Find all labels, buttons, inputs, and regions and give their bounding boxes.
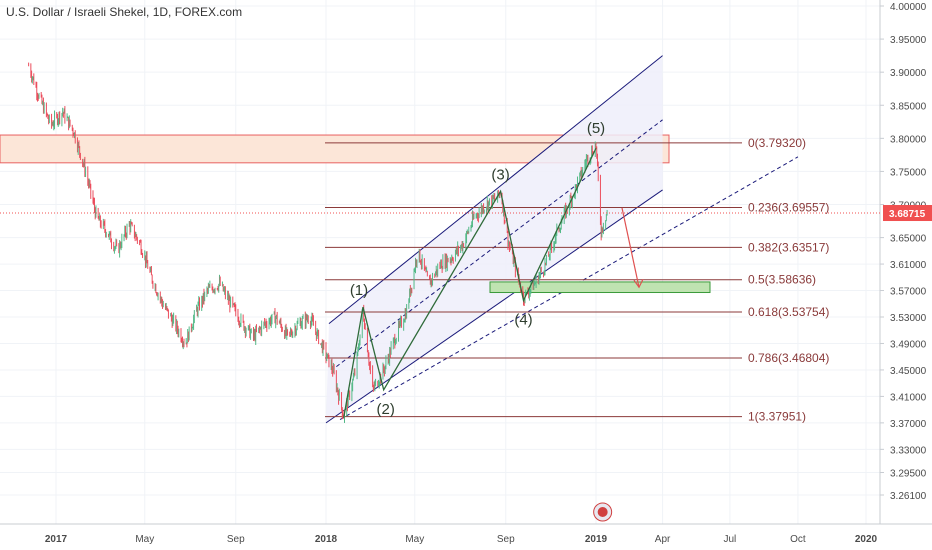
y-tick-label: 3.90000 [890,68,927,79]
y-tick-label: 3.80000 [890,134,927,145]
y-tick-label: 3.37000 [890,419,927,430]
x-tick-label: Jul [723,534,736,545]
y-tick-label: 4.00000 [890,2,927,13]
projection-arrow [621,207,640,288]
y-tick-label: 3.45000 [890,366,927,377]
fib-level-label: 0.5(3.58636) [748,273,816,287]
channel-fill [326,55,663,423]
x-tick-label: Oct [790,534,806,545]
y-tick-label: 3.57000 [890,287,927,298]
current-price-tag [883,205,932,222]
y-tick-label: 3.61000 [890,260,927,271]
x-tick-label: 2017 [45,534,68,545]
y-tick-label: 3.29500 [890,469,927,480]
y-tick-label: 3.85000 [890,101,927,112]
x-tick-label: May [135,534,154,545]
current-price-label: 3.68715 [889,209,926,220]
y-tick-label: 3.95000 [890,35,927,46]
wave-label: (4) [514,311,532,328]
y-tick-label: 3.65000 [890,234,927,245]
fib-level-label: 0.382(3.63517) [748,240,829,254]
elliott-wave-path [343,147,597,418]
x-tick-label: Sep [497,534,515,545]
channel-mid-dashed [336,119,663,368]
y-tick-label: 3.41000 [890,392,927,403]
x-tick-label: May [405,534,424,545]
y-tick-label: 3.75000 [890,167,927,178]
x-tick-label: 2019 [585,534,608,545]
y-tick-label: 3.49000 [890,339,927,350]
y-tick-label: 3.53000 [890,313,927,324]
channel-upper-line [328,55,663,325]
x-tick-label: Sep [227,534,245,545]
wave-label: (3) [491,166,509,183]
flag-icon [597,507,608,517]
wave-label: (5) [587,120,605,137]
wave-label: (2) [377,401,395,418]
channel-projection-dashed [339,156,799,420]
x-tick-label: 2020 [855,534,878,545]
fib-level-label: 1(3.37951) [748,410,806,424]
target-zone [489,281,711,294]
fib-level-label: 0(3.79320) [748,136,806,150]
x-tick-label: 2018 [315,534,338,545]
projection-arrowhead [633,278,644,289]
y-tick-label: 3.33000 [890,445,927,456]
chart-title: U.S. Dollar / Israeli Shekel, 1D, FOREX.… [6,5,243,19]
y-tick-label: 3.26100 [890,491,927,502]
fib-level-label: 0.786(3.46804) [748,351,829,365]
fib-level-label: 0.618(3.53754) [748,305,829,319]
x-tick-label: Apr [655,534,671,545]
fib-level-label: 0.236(3.69557) [748,200,829,214]
wave-label: (1) [350,282,368,299]
